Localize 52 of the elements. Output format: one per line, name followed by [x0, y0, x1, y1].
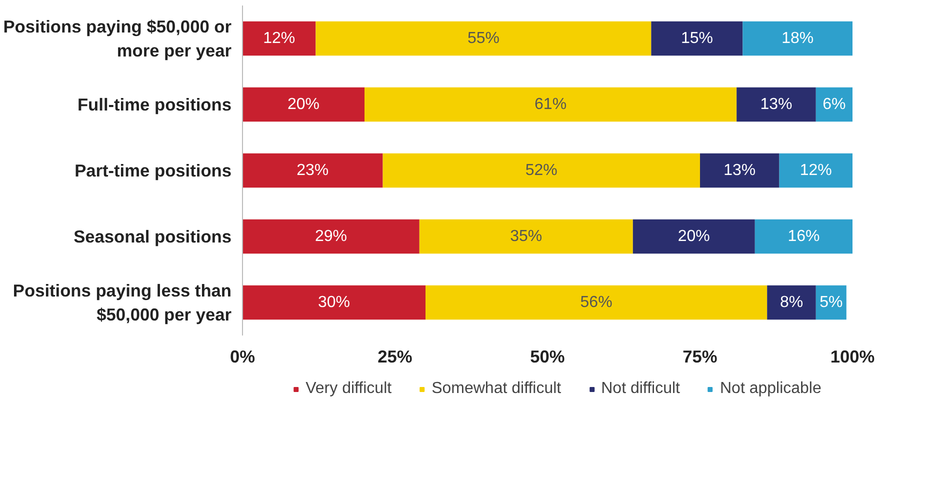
data-label: 29%	[314, 228, 347, 245]
data-label: 23%	[296, 162, 329, 179]
bar	[632, 219, 755, 254]
data-label: 5%	[820, 294, 843, 311]
data-label: 56%	[580, 294, 612, 311]
y-tick-label: Positions paying less than $50,000 per year	[12, 280, 232, 324]
y-tick-label: Seasonal positions	[74, 226, 232, 246]
bar	[700, 153, 780, 188]
data-label: 20%	[287, 96, 320, 113]
data-label: 30%	[318, 294, 350, 311]
data-label: 52%	[525, 162, 558, 179]
data-label: 16%	[788, 228, 820, 245]
data-label: 55%	[467, 30, 500, 47]
x-tick-label: 100%	[830, 346, 875, 366]
bar	[242, 285, 426, 320]
legend-label: Somewhat difficult	[432, 380, 562, 398]
legend-label: Very difficult	[306, 380, 392, 398]
bar	[316, 21, 652, 56]
x-tick-label: 50%	[530, 346, 565, 366]
data-label: 12%	[263, 30, 296, 47]
y-tick-label: Part-time positions	[74, 160, 232, 180]
data-label: 18%	[782, 30, 814, 47]
bar	[426, 285, 768, 320]
data-label: 15%	[680, 30, 713, 47]
bar	[767, 285, 816, 320]
data-label: 13%	[724, 162, 756, 179]
data-label: 8%	[780, 294, 804, 311]
data-label: 12%	[800, 162, 832, 179]
bar	[742, 21, 852, 56]
bar	[242, 21, 316, 56]
x-tick-label: 25%	[378, 346, 412, 366]
bar	[651, 21, 743, 56]
y-tick-label: Full-time positions	[77, 94, 232, 114]
bar	[382, 153, 700, 188]
x-tick-label: 0%	[230, 346, 256, 366]
y-tick-label: Positions paying $50,000 or more per year	[3, 16, 232, 60]
data-label: 13%	[760, 96, 792, 113]
bar	[242, 87, 364, 122]
bar	[242, 219, 420, 254]
legend-label: Not difficult	[601, 380, 680, 398]
data-label: 35%	[510, 228, 542, 245]
legend-label: Not applicable	[720, 380, 822, 398]
data-label: 20%	[678, 228, 710, 245]
data-label: 6%	[822, 96, 846, 113]
data-label: 61%	[534, 96, 567, 113]
bar	[242, 153, 383, 188]
x-tick-label: 75%	[682, 346, 718, 366]
bar	[779, 153, 852, 188]
bar	[364, 87, 737, 122]
bar	[754, 219, 852, 254]
bar	[419, 219, 633, 254]
bar	[736, 87, 816, 122]
